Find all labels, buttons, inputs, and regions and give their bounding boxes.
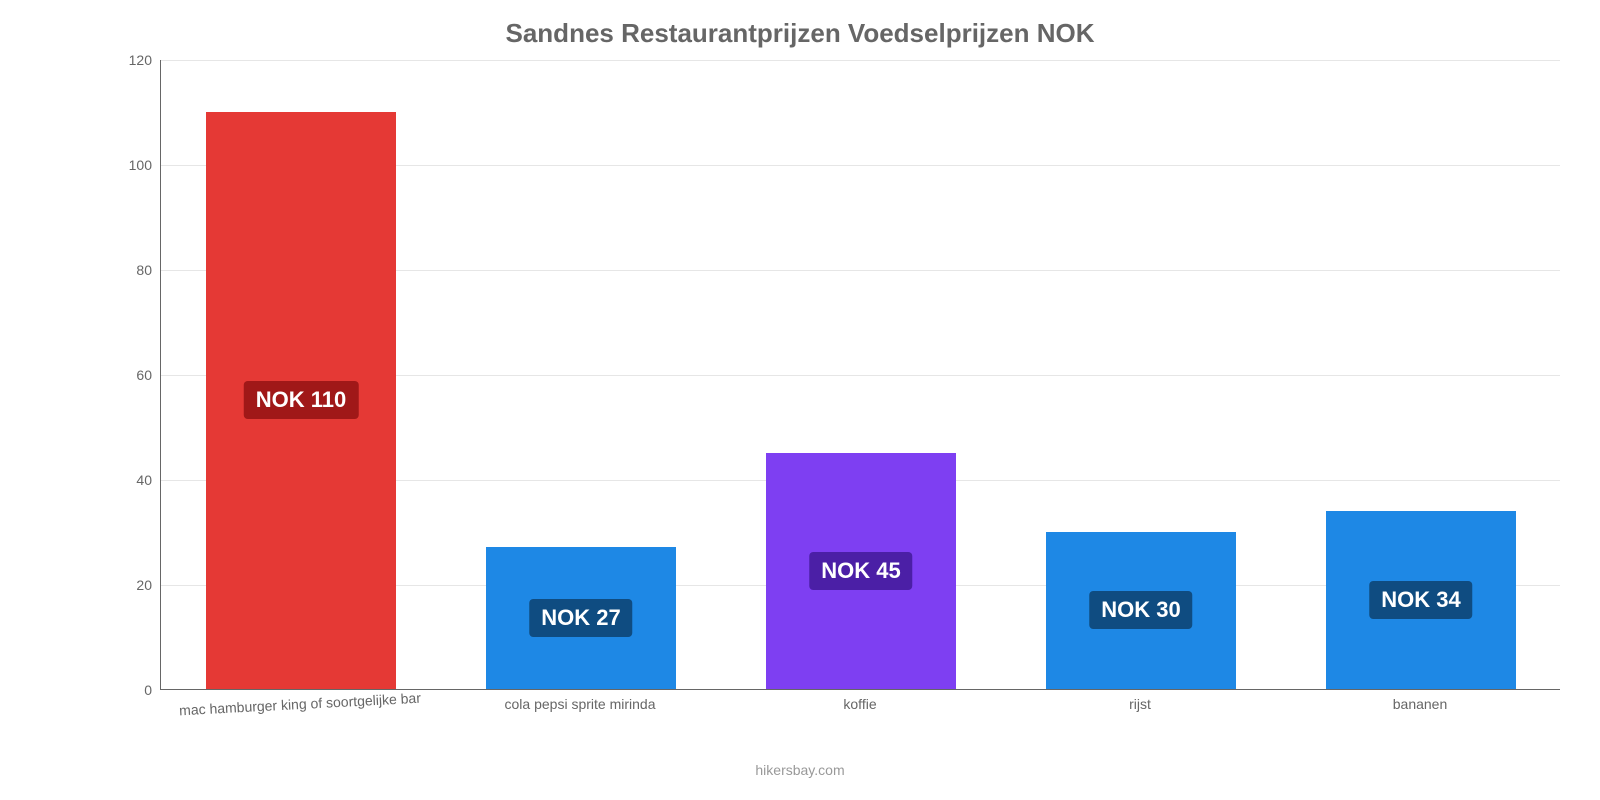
x-tick-label: rijst [1129, 696, 1151, 712]
x-tick-label: koffie [843, 696, 876, 712]
x-tick-label: cola pepsi sprite mirinda [505, 696, 656, 712]
y-tick-label: 0 [112, 682, 152, 698]
x-tick-label: bananen [1393, 696, 1448, 712]
chart-title: Sandnes Restaurantprijzen Voedselprijzen… [0, 18, 1600, 49]
y-tick-label: 20 [112, 577, 152, 593]
gridline [161, 60, 1560, 61]
value-label: NOK 45 [809, 552, 912, 590]
y-tick-label: 60 [112, 367, 152, 383]
y-tick-label: 100 [112, 157, 152, 173]
y-tick-label: 80 [112, 262, 152, 278]
value-label: NOK 34 [1369, 581, 1472, 619]
y-tick-label: 40 [112, 472, 152, 488]
value-label: NOK 30 [1089, 591, 1192, 629]
attribution-text: hikersbay.com [0, 762, 1600, 778]
plot-area: NOK 110 NOK 27 NOK 45 NOK 30 NOK 34 [160, 60, 1560, 690]
x-tick-label: mac hamburger king of soortgelijke bar [179, 690, 422, 719]
value-label: NOK 110 [244, 381, 359, 419]
value-label: NOK 27 [529, 599, 632, 637]
chart-container: Sandnes Restaurantprijzen Voedselprijzen… [0, 0, 1600, 800]
y-tick-label: 120 [112, 52, 152, 68]
